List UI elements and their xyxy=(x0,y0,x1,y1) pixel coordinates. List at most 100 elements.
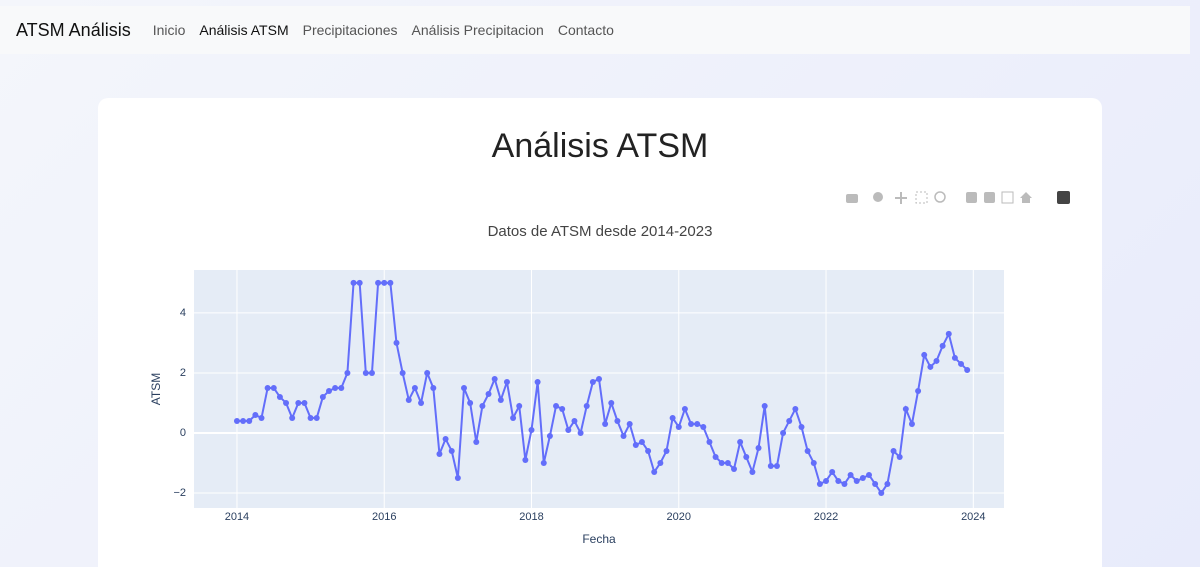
icon[interactable] xyxy=(966,192,977,203)
brand[interactable]: ATSM Análisis xyxy=(16,19,131,40)
point xyxy=(497,396,504,403)
point xyxy=(313,414,320,421)
icon[interactable] xyxy=(915,191,928,204)
point xyxy=(669,414,676,421)
point xyxy=(246,417,253,424)
point xyxy=(761,402,768,409)
point xyxy=(522,456,529,463)
point xyxy=(657,459,664,466)
point xyxy=(743,453,750,460)
icon[interactable] xyxy=(934,191,946,203)
point xyxy=(890,447,897,454)
point xyxy=(694,420,701,427)
point xyxy=(675,423,682,430)
point xyxy=(510,414,517,421)
point xyxy=(596,375,602,382)
nav-link[interactable]: Contacto xyxy=(557,22,614,38)
icon[interactable] xyxy=(846,194,858,203)
y-tick-label: 2 xyxy=(180,367,186,379)
point xyxy=(381,279,388,286)
point xyxy=(718,459,725,466)
point xyxy=(307,414,314,421)
point xyxy=(571,417,578,424)
point xyxy=(387,279,394,286)
point xyxy=(804,447,811,454)
modebar xyxy=(846,191,1070,204)
point xyxy=(528,426,535,433)
point xyxy=(792,405,799,412)
point xyxy=(902,405,909,412)
nav-link[interactable]: Inicio xyxy=(152,22,186,38)
chart-title: Datos de ATSM desde 2014-2023 xyxy=(488,223,713,240)
point xyxy=(491,375,498,382)
point xyxy=(448,447,455,454)
point xyxy=(233,417,240,424)
point xyxy=(393,339,400,346)
point xyxy=(841,480,848,487)
plot-area xyxy=(194,270,1004,508)
point xyxy=(933,357,940,364)
icon[interactable] xyxy=(1020,192,1032,203)
point xyxy=(853,477,860,484)
point xyxy=(798,423,805,430)
x-tick-label: 2014 xyxy=(225,511,249,523)
point xyxy=(540,459,547,466)
point xyxy=(338,384,345,391)
point xyxy=(908,420,915,427)
point xyxy=(565,426,572,433)
x-tick-label: 2018 xyxy=(519,511,543,523)
point xyxy=(405,396,412,403)
point xyxy=(332,384,339,391)
page-title: Análisis ATSM xyxy=(492,127,709,165)
point xyxy=(301,399,308,406)
point xyxy=(767,462,774,469)
point xyxy=(319,393,326,400)
x-tick-label: 2022 xyxy=(814,511,838,523)
point xyxy=(688,420,695,427)
point xyxy=(283,399,290,406)
icon[interactable] xyxy=(1001,191,1014,204)
nav-link[interactable]: Análisis Precipitacion xyxy=(411,22,544,38)
icon[interactable] xyxy=(1057,191,1070,204)
point xyxy=(700,423,707,430)
point xyxy=(878,489,885,496)
nav-link[interactable]: Precipitaciones xyxy=(302,22,398,38)
y-tick-label: 0 xyxy=(180,427,186,439)
x-axis-title: Fecha xyxy=(582,532,616,546)
icon[interactable] xyxy=(900,192,902,204)
point xyxy=(626,420,633,427)
point xyxy=(602,420,609,427)
point xyxy=(252,411,259,418)
y-tick-label: −2 xyxy=(173,487,186,499)
point xyxy=(368,369,375,376)
point xyxy=(559,405,566,412)
nav-link[interactable]: Análisis ATSM xyxy=(199,22,289,38)
point xyxy=(516,402,523,409)
icon[interactable] xyxy=(984,192,995,203)
point xyxy=(577,429,584,436)
icon[interactable] xyxy=(873,192,883,202)
point xyxy=(749,468,756,475)
point xyxy=(939,342,946,349)
y-tick-label: 4 xyxy=(180,307,186,319)
point xyxy=(276,393,283,400)
point xyxy=(632,441,639,448)
point xyxy=(823,477,830,484)
point xyxy=(399,369,406,376)
point xyxy=(896,453,903,460)
point xyxy=(614,417,621,424)
point xyxy=(755,444,762,451)
point xyxy=(503,378,510,385)
point xyxy=(847,471,854,478)
point xyxy=(258,414,265,421)
point xyxy=(915,387,922,394)
point xyxy=(645,447,652,454)
point xyxy=(546,432,553,439)
point xyxy=(866,471,872,478)
x-tick-label: 2020 xyxy=(667,511,691,523)
point xyxy=(780,429,787,436)
point xyxy=(958,360,965,367)
point xyxy=(362,369,369,376)
point xyxy=(884,480,891,487)
